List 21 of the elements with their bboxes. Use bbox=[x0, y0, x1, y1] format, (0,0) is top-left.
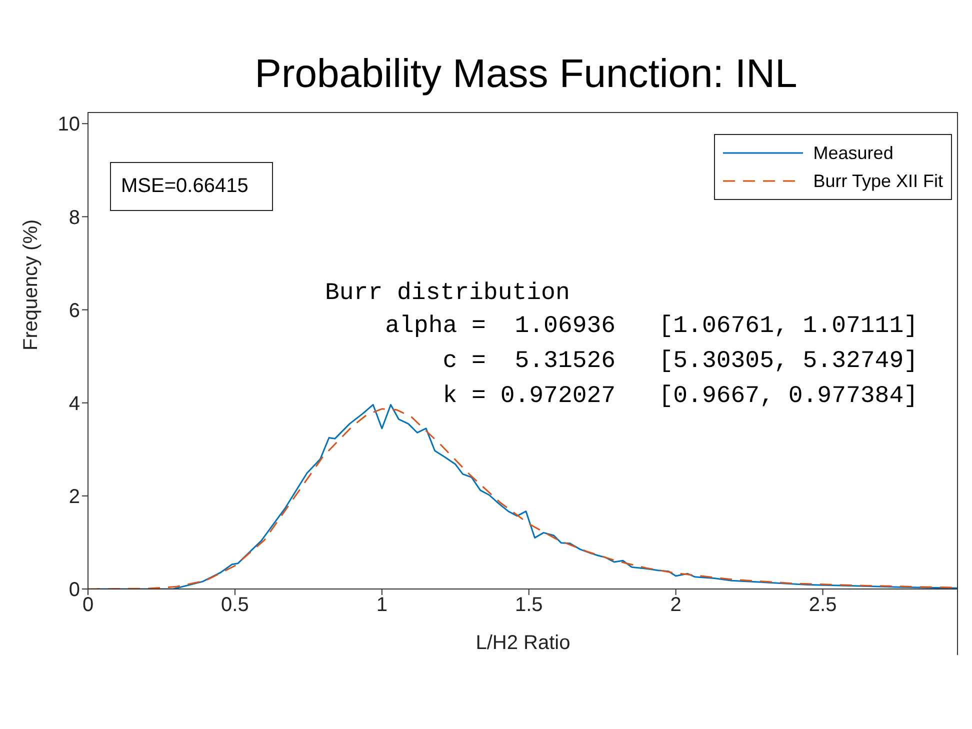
y-tick-label: 8 bbox=[68, 206, 80, 229]
legend-label: Burr Type XII Fit bbox=[813, 170, 943, 192]
chart-title: Probability Mass Function: INL bbox=[254, 52, 798, 97]
x-tick-label: 1.5 bbox=[514, 594, 543, 616]
y-tick-label: 4 bbox=[68, 392, 80, 415]
x-tick-label: 0.5 bbox=[221, 594, 249, 616]
annotation: k = 0.972027 [0.9667, 0.977384] bbox=[442, 383, 918, 410]
x-tick-label: 1 bbox=[376, 594, 388, 616]
y-tick-label: 2 bbox=[68, 486, 80, 508]
y-axis-title: Frequency (%) bbox=[20, 219, 42, 350]
x-axis-title: L/H2 Ratio bbox=[476, 632, 570, 654]
annotation: alpha = 1.06936 [1.06761, 1.07111] bbox=[385, 313, 918, 340]
annotation: c = 5.31526 [5.30305, 5.32749] bbox=[442, 348, 918, 375]
y-tick-label: 6 bbox=[68, 300, 80, 322]
y-tick-label: 0 bbox=[68, 579, 80, 602]
y-tick-label: 10 bbox=[58, 114, 80, 136]
text-box: MSE=0.66415 bbox=[110, 162, 274, 211]
legend-label: Measured bbox=[813, 142, 894, 164]
annotation: Burr distribution bbox=[325, 280, 570, 307]
x-tick-label: 2.5 bbox=[808, 594, 837, 616]
x-tick-label: 2 bbox=[670, 594, 682, 616]
